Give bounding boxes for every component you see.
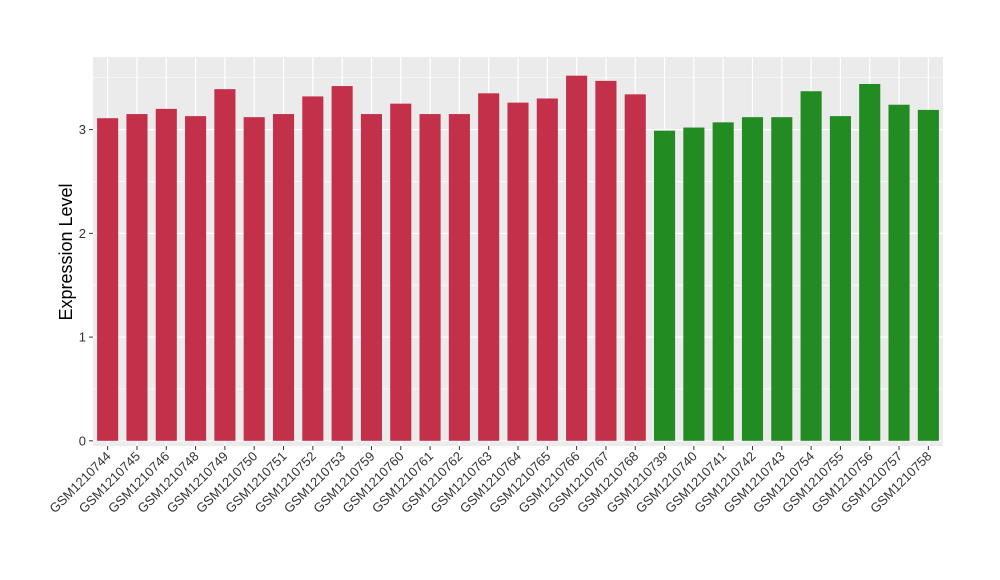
bar-GSM1210763 <box>478 93 500 441</box>
y-tick-label: 0 <box>79 433 86 448</box>
bar-GSM1210742 <box>741 117 764 441</box>
bars <box>97 75 939 441</box>
bar-GSM1210741 <box>712 122 734 441</box>
y-tick-label: 2 <box>79 226 86 241</box>
y-axis: 0 1 2 3 <box>79 122 93 448</box>
bar-GSM1210754 <box>800 91 822 441</box>
bar-GSM1210761 <box>419 114 441 441</box>
bar-GSM1210757 <box>888 104 910 441</box>
x-axis: GSM1210744GSM1210745GSM1210746GSM1210748… <box>46 446 934 516</box>
bar-GSM1210745 <box>126 114 148 441</box>
bar-GSM1210746 <box>155 108 177 441</box>
bar-GSM1210749 <box>214 89 236 441</box>
bar-GSM1210740 <box>683 127 705 441</box>
bar-GSM1210767 <box>595 80 617 441</box>
bar-GSM1210764 <box>507 102 529 441</box>
bar-GSM1210762 <box>448 114 470 441</box>
bar-GSM1210755 <box>829 116 851 441</box>
bar-GSM1210756 <box>859 83 881 441</box>
bar-GSM1210751 <box>272 114 295 441</box>
bar-GSM1210758 <box>917 109 939 441</box>
bar-GSM1210768 <box>624 94 646 441</box>
y-tick-label: 1 <box>79 330 86 345</box>
bar-GSM1210739 <box>654 130 676 441</box>
bar-GSM1210753 <box>331 86 353 441</box>
bar-GSM1210748 <box>185 116 207 441</box>
bar-GSM1210743 <box>771 117 793 441</box>
bar-GSM1210750 <box>243 117 265 441</box>
bar-GSM1210744 <box>97 118 119 441</box>
bar-GSM1210759 <box>360 114 382 441</box>
y-tick-label: 3 <box>79 122 86 137</box>
bar-GSM1210760 <box>390 103 412 441</box>
bar-GSM1210766 <box>566 75 588 441</box>
bar-GSM1210765 <box>536 98 558 441</box>
bar-GSM1210752 <box>302 96 324 441</box>
y-axis-title: Expression Level <box>56 183 76 320</box>
